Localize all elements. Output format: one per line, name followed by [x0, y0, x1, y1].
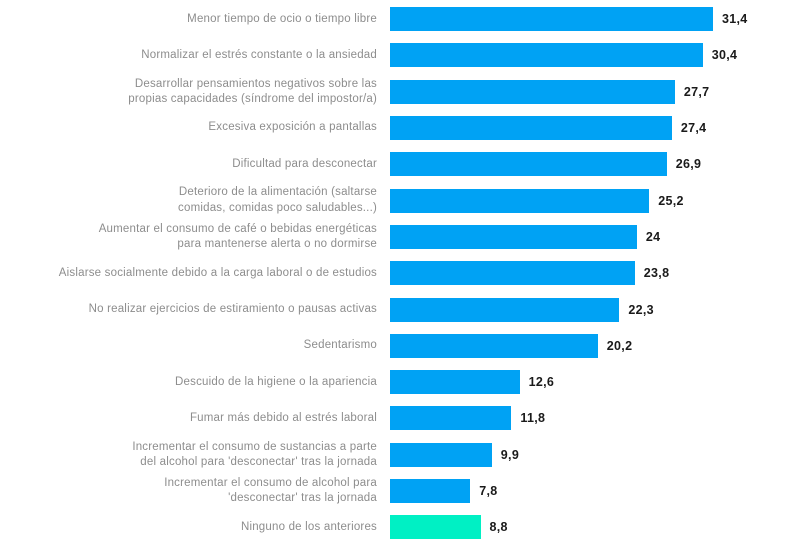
category-label: Normalizar el estrés constante o la ansi… — [141, 48, 377, 61]
value-label: 30,4 — [711, 48, 738, 63]
value-label: 8,8 — [489, 520, 508, 535]
bar — [390, 116, 672, 141]
bar-track: 30,4 — [390, 37, 800, 73]
bar — [390, 188, 650, 213]
category-label: Descuido de la higiene o la apariencia — [175, 375, 377, 388]
bar — [390, 333, 598, 358]
bar — [390, 152, 667, 177]
value-label: 20,2 — [606, 338, 633, 353]
bar-row: Aislarse socialmente debido a la carga l… — [0, 255, 800, 291]
bar-row: No realizar ejercicios de estiramiento o… — [0, 291, 800, 327]
bar — [390, 515, 481, 540]
bar-row: Fumar más debido al estrés laboral 11,8 — [0, 400, 800, 436]
bar-row: Descuido de la higiene o la apariencia 1… — [0, 364, 800, 400]
value-label: 26,9 — [675, 157, 702, 172]
bar-row: Aumentar el consumo de café o bebidas en… — [0, 219, 800, 255]
value-label: 31,4 — [722, 12, 748, 27]
bar — [390, 442, 492, 467]
bar — [390, 479, 471, 503]
bar-row: Deterioro de la alimentación (saltarse c… — [0, 182, 800, 218]
bar-track: 25,2 — [390, 182, 800, 218]
value-label: 11,8 — [520, 411, 546, 426]
category-label: Aislarse socialmente debido a la carga l… — [58, 266, 377, 279]
bar-track: 27,7 — [390, 74, 800, 110]
bar-row: Sedentarismo 20,2 — [0, 328, 800, 364]
value-label: 27,4 — [680, 121, 707, 136]
bar-row: Incrementar el consumo de alcohol para '… — [0, 473, 800, 509]
bar-track: 7,8 — [390, 473, 800, 509]
category-label: Ninguno de los anteriores — [240, 520, 377, 533]
bar — [390, 370, 520, 395]
bar — [390, 79, 675, 104]
value-label: 24 — [645, 229, 661, 244]
category-label: Dificultad para desconectar — [232, 157, 377, 170]
bar — [390, 43, 703, 68]
bar — [390, 406, 512, 431]
bar — [390, 7, 713, 32]
bar-row: Dificultad para desconectar 26,9 — [0, 146, 800, 182]
bar-track: 22,3 — [390, 291, 800, 327]
category-label: Deterioro de la alimentación (saltarse c… — [178, 186, 377, 214]
bar-track: 26,9 — [390, 146, 800, 182]
bar — [390, 297, 620, 322]
value-label: 25,2 — [658, 193, 684, 208]
value-label: 7,8 — [479, 484, 498, 498]
bar-track: 20,2 — [390, 328, 800, 364]
bar-track: 9,9 — [390, 437, 800, 473]
bar-track: 27,4 — [390, 110, 800, 146]
category-label: Menor tiempo de ocio o tiempo libre — [187, 12, 377, 25]
bar — [390, 261, 635, 286]
category-label: Incrementar el consumo de alcohol para '… — [164, 476, 377, 504]
value-label: 9,9 — [500, 447, 520, 462]
bar-track: 24 — [390, 219, 800, 255]
category-label: No realizar ejercicios de estiramiento o… — [88, 302, 377, 315]
bar-track: 31,4 — [390, 1, 800, 37]
bar-row: Normalizar el estrés constante o la ansi… — [0, 37, 800, 73]
value-label: 22,3 — [628, 302, 654, 317]
category-label: Incrementar el consumo de sustancias a p… — [132, 440, 377, 468]
bar-track: 8,8 — [390, 509, 800, 545]
bar-row: Ninguno de los anteriores 8,8 — [0, 509, 800, 545]
bar-track: 12,6 — [390, 364, 800, 400]
category-label: Desarrollar pensamientos negativos sobre… — [128, 77, 377, 105]
bar-row: Excesiva exposición a pantallas 27,4 — [0, 110, 800, 146]
bar — [390, 224, 637, 249]
bar-row: Menor tiempo de ocio o tiempo libre 31,4 — [0, 1, 800, 37]
category-label: Fumar más debido al estrés laboral — [189, 411, 377, 424]
bar-row: Incrementar el consumo de sustancias a p… — [0, 437, 800, 473]
category-label: Aumentar el consumo de café o bebidas en… — [98, 222, 377, 250]
category-label: Excesiva exposición a pantallas — [208, 121, 377, 134]
value-label: 23,8 — [643, 266, 670, 281]
category-label: Sedentarismo — [303, 339, 377, 352]
bar-track: 23,8 — [390, 255, 800, 291]
bar-row: Desarrollar pensamientos negativos sobre… — [0, 74, 800, 110]
bar-track: 11,8 — [390, 400, 800, 436]
value-label: 12,6 — [528, 375, 555, 390]
value-label: 27,7 — [683, 84, 710, 99]
